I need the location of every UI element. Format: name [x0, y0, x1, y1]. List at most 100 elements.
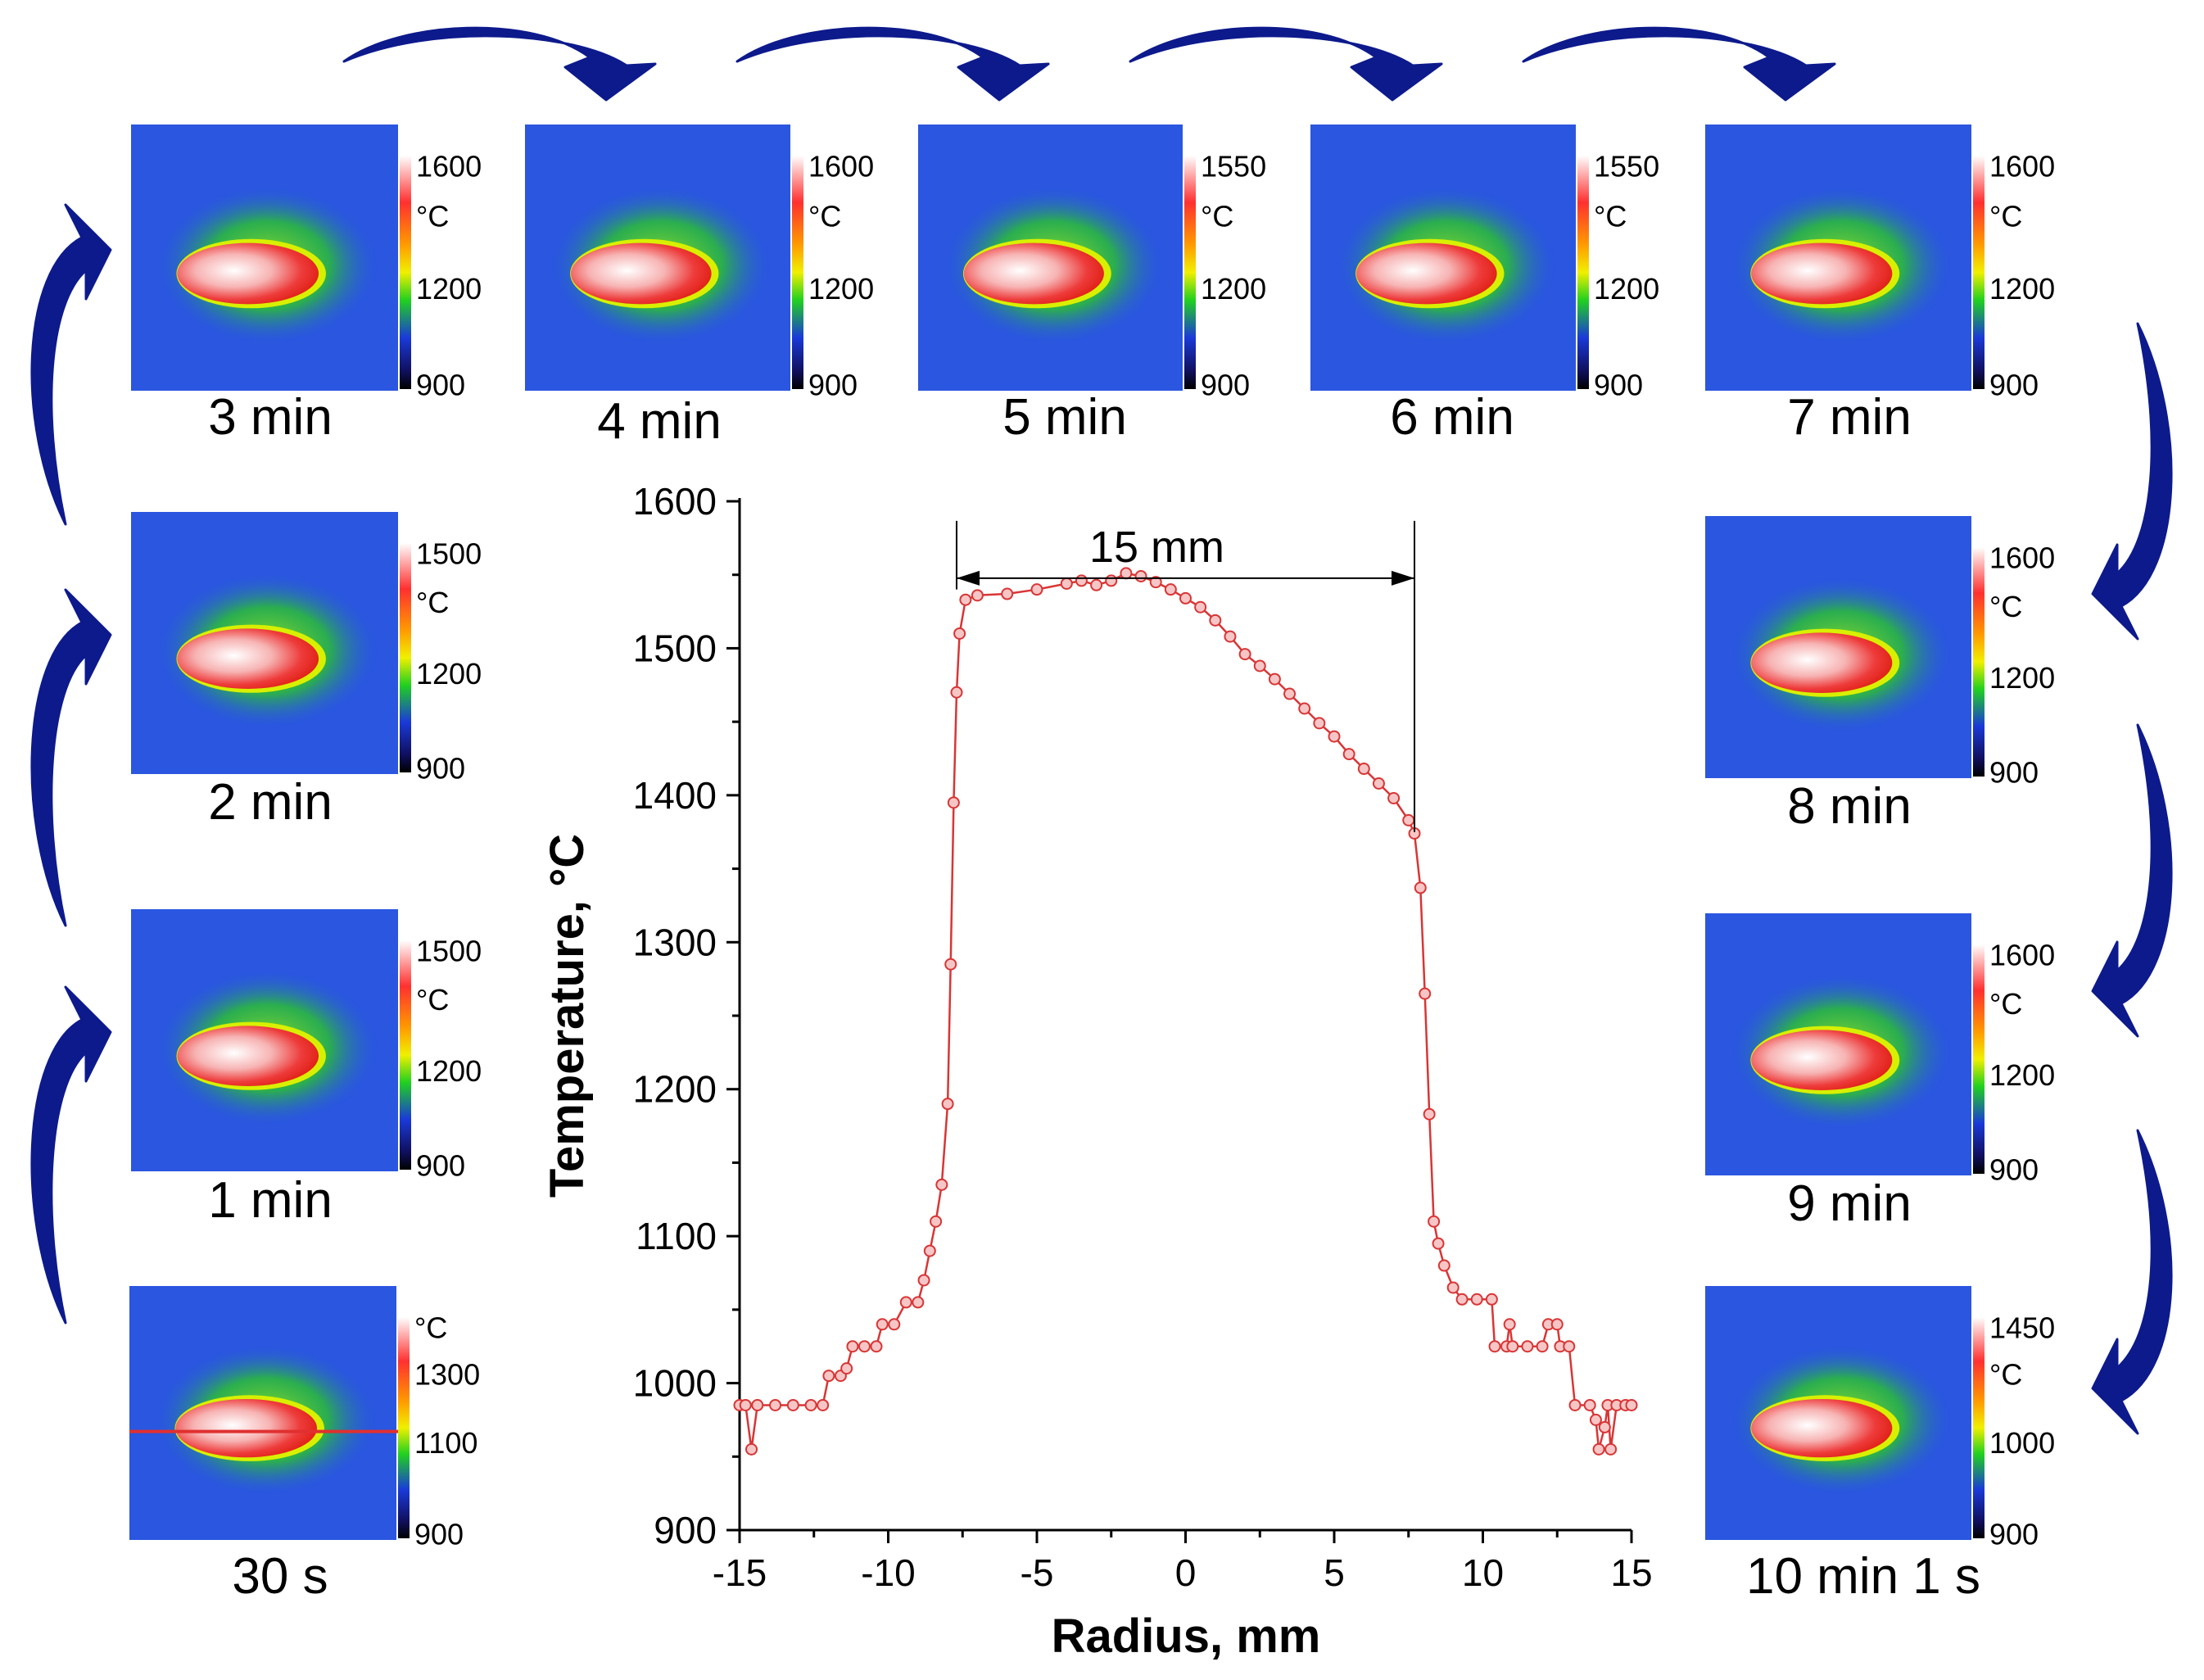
data-point: [1521, 1340, 1534, 1353]
curved-arrow: [2091, 322, 2173, 641]
data-point: [912, 1296, 925, 1309]
scale-label: 1200: [1989, 661, 2055, 695]
y-axis-label: Temperature, °C: [541, 834, 594, 1198]
thermal-panel: 1550 °C 1200 900 5 min: [918, 125, 1266, 446]
data-point: [1387, 791, 1401, 804]
y-tick-label: 900: [654, 1509, 717, 1551]
scale-label: 900: [414, 1518, 464, 1551]
scale-label: 900: [416, 369, 465, 402]
scale-label: 1550: [1594, 150, 1659, 183]
data-point: [1437, 1259, 1450, 1272]
chart-ticks: 900 1000 1100 1200 1300 1400 1500 1600 -15 -10 -5 0…: [633, 480, 1653, 1594]
data-point: [1224, 630, 1237, 643]
scale-label: 1600: [1989, 939, 2055, 972]
scale-label: 1200: [1201, 272, 1266, 306]
flow-arrows: [30, 26, 2173, 1435]
data-point: [1423, 1107, 1436, 1121]
data-point: [786, 1398, 799, 1411]
data-point: [1328, 730, 1341, 743]
scale-label: 900: [1989, 1153, 2039, 1187]
color-scale-bar: [1577, 156, 1589, 389]
thermal-hotspot: [177, 628, 319, 689]
time-label: 4 min: [597, 393, 722, 450]
data-point: [1001, 587, 1014, 600]
color-scale-bar: [398, 1317, 410, 1538]
curved-arrow: [1129, 26, 1443, 102]
scale-label: °C: [414, 1311, 447, 1345]
time-label: 7 min: [1787, 389, 1912, 446]
data-point: [1342, 748, 1355, 761]
thermal-image-panels: 1600 °C 1200 900 3 min 1600 °C 1200 900 4 min 1550…: [129, 125, 2055, 1605]
data-point: [1414, 881, 1427, 894]
data-point: [1179, 591, 1192, 605]
scale-label: 1600: [808, 150, 874, 183]
annotation-label: 15 mm: [1089, 523, 1224, 572]
scale-label: 900: [1989, 369, 2039, 402]
thermal-hotspot: [1751, 632, 1893, 693]
thermal-panel: 1600 °C 1200 900 7 min: [1705, 125, 2055, 446]
data-point: [769, 1398, 782, 1411]
thermal-panel: 1600 °C 1200 900 4 min: [525, 125, 874, 450]
thermal-hotspot: [1355, 242, 1497, 305]
x-tick-label: 0: [1175, 1551, 1197, 1594]
scale-label: °C: [1989, 1357, 2022, 1391]
color-scale-bar: [1973, 547, 1985, 777]
time-label: 8 min: [1787, 778, 1912, 835]
data-point: [1550, 1318, 1564, 1331]
thermal-panel: 1450 °C 1000 900 10 min 1 s: [1705, 1286, 2055, 1605]
thermal-panel: 1500 °C 1200 900 1 min: [131, 909, 482, 1229]
data-point: [1625, 1398, 1638, 1411]
time-label: 3 min: [208, 389, 333, 446]
data-point: [858, 1340, 871, 1353]
x-tick-label: -5: [1021, 1551, 1054, 1594]
data-point: [1402, 813, 1415, 826]
data-point: [953, 627, 966, 640]
scale-label: °C: [416, 983, 449, 1017]
scale-label: °C: [1989, 199, 2022, 233]
scale-label: °C: [1989, 987, 2022, 1021]
scale-label: °C: [808, 199, 841, 233]
scale-label: 1200: [416, 272, 482, 306]
data-point: [1298, 702, 1311, 715]
y-tick-label: 1300: [633, 921, 717, 963]
scale-label: 900: [416, 1149, 465, 1183]
data-point: [1357, 763, 1370, 776]
data-point: [1419, 987, 1432, 1000]
scale-label: 1550: [1201, 150, 1266, 183]
scale-label: 1200: [1989, 1058, 2055, 1092]
thermal-panel: 1600 °C 1200 900 3 min: [131, 125, 482, 446]
data-point: [1503, 1318, 1516, 1331]
scale-label: 1600: [1989, 150, 2055, 183]
x-tick-label: 10: [1462, 1551, 1504, 1594]
series-line: [740, 572, 1632, 1450]
scale-label: 1300: [414, 1357, 480, 1391]
y-tick-label: 1100: [636, 1215, 717, 1257]
scale-label: 900: [1594, 369, 1643, 402]
thermal-panel: 1600 °C 1200 900 9 min: [1705, 913, 2055, 1232]
scale-label: 1450: [1989, 1311, 2055, 1345]
data-point: [947, 796, 960, 809]
data-point: [846, 1340, 859, 1353]
thermal-hotspot: [177, 1026, 319, 1086]
curved-arrow: [30, 985, 112, 1325]
color-scale-bar: [1184, 156, 1196, 389]
scale-label: 1500: [416, 935, 482, 968]
data-point: [1105, 574, 1118, 587]
data-point: [1583, 1398, 1596, 1411]
data-point: [1149, 576, 1162, 589]
scale-label: 900: [1989, 1518, 2039, 1551]
chart-series: [733, 567, 1638, 1456]
data-point: [923, 1244, 936, 1257]
data-point: [822, 1370, 835, 1383]
data-point: [840, 1362, 853, 1375]
data-point: [817, 1398, 830, 1411]
data-point: [1164, 583, 1177, 596]
color-scale-bar: [792, 156, 803, 389]
data-point: [950, 686, 963, 699]
scale-label: °C: [1594, 199, 1627, 233]
thermal-panel: 1500 °C 1200 900 2 min: [131, 512, 482, 831]
data-point: [1090, 578, 1103, 591]
y-tick-label: 1500: [633, 627, 717, 669]
x-tick-label: 5: [1324, 1551, 1345, 1594]
scale-label: °C: [1989, 590, 2022, 623]
